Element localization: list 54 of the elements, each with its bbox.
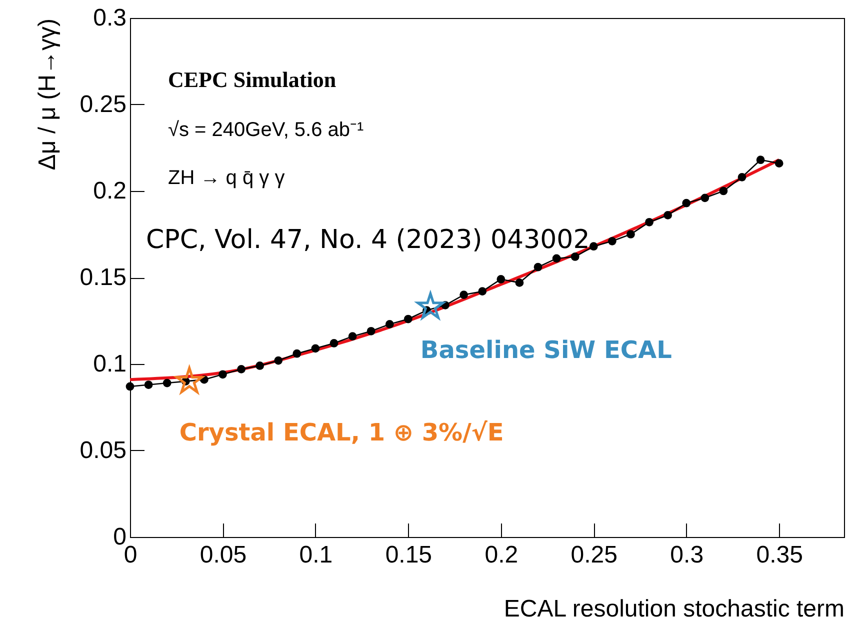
y-tick-label: 0.3: [93, 4, 126, 32]
point: [664, 211, 672, 220]
point: [311, 344, 320, 353]
point: [626, 230, 635, 238]
y-tick-label: 0.1: [93, 350, 126, 378]
y-tick-label: 0.2: [93, 178, 126, 204]
x-tick-label: 0.15: [385, 542, 432, 568]
point: [366, 326, 376, 336]
annotation: Baseline SiW ECAL: [420, 336, 672, 364]
point: [552, 254, 561, 263]
point: [515, 278, 524, 287]
point: [534, 262, 542, 272]
x-tick-label: 0.05: [200, 542, 247, 568]
point: [162, 378, 172, 388]
point: [645, 218, 654, 226]
annotation: CEPC Simulation: [168, 67, 336, 92]
point: [348, 332, 357, 340]
point: [385, 320, 394, 328]
point: [608, 236, 616, 246]
point: [719, 186, 728, 196]
y-tick-label: 0.15: [80, 264, 126, 291]
y-axis-title: Δμ / μ (H→γγ): [34, 18, 61, 170]
x-tick-label: 0.1: [299, 542, 333, 568]
y-tick-label: 0.25: [80, 91, 126, 118]
point: [700, 194, 710, 202]
point: [478, 287, 487, 296]
point: [404, 314, 412, 324]
point: [218, 370, 227, 379]
x-tick-label: 0.25: [570, 542, 618, 568]
point: [774, 159, 784, 168]
annotation: Crystal ECAL, 1 ⊕ 3%/√E: [179, 418, 504, 446]
point: [274, 356, 283, 365]
annotation: ZH → q q̄ γ γ: [168, 167, 285, 189]
point: [126, 382, 134, 391]
y-tick-label: 0: [113, 524, 126, 550]
point: [570, 252, 580, 261]
point: [237, 365, 246, 374]
annotation: √s = 240GeV, 5.6 ab⁻¹: [168, 119, 364, 141]
y-tick-label: 0.05: [80, 437, 126, 464]
point: [330, 339, 338, 348]
point: [756, 156, 765, 164]
point: [144, 380, 153, 389]
x-tick-label: 0.2: [484, 542, 518, 568]
point: [292, 349, 302, 358]
annotation: CPC, Vol. 47, No. 4 (2023) 043002: [146, 225, 590, 255]
x-tick-label: 0.3: [670, 542, 704, 568]
point: [682, 198, 691, 208]
point: [738, 172, 746, 182]
point: [496, 275, 506, 284]
point: [589, 242, 598, 251]
x-tick-label: 0.35: [756, 542, 803, 568]
point: [460, 290, 468, 299]
point: [256, 362, 264, 370]
x-axis-title: ECAL resolution stochastic term: [504, 596, 844, 622]
